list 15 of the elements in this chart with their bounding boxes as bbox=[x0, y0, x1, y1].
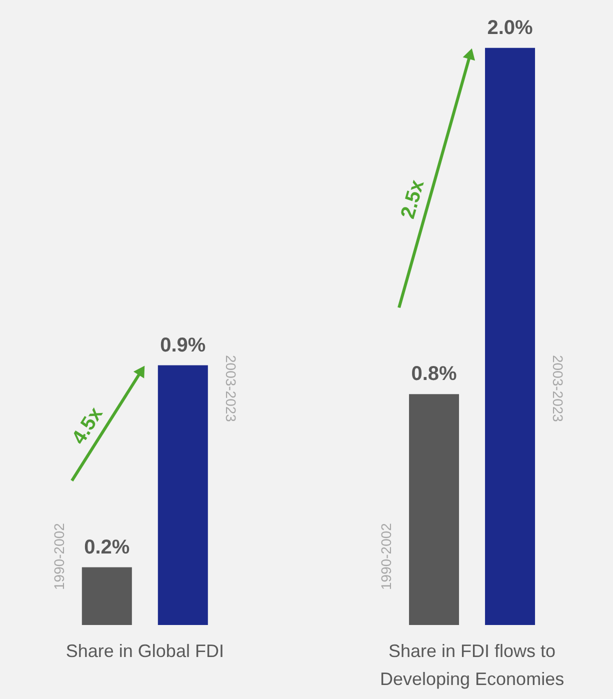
bar bbox=[82, 567, 132, 625]
x-tick-label: Share in FDI flows to Developing Economies bbox=[380, 641, 564, 689]
text: 1990-2002 bbox=[50, 522, 67, 590]
bar bbox=[485, 48, 536, 625]
bar bbox=[158, 365, 208, 625]
text: 1990-2002 bbox=[378, 523, 394, 590]
text: 2003-2023 bbox=[550, 355, 566, 422]
annotation: 2.5x bbox=[396, 178, 429, 222]
data-label: 0.8% bbox=[411, 363, 458, 386]
data-label: 0.9% bbox=[160, 334, 206, 356]
data-label: 0.2% bbox=[84, 536, 130, 558]
text: 2003-2023 bbox=[222, 355, 239, 422]
x-tick-label: Share in Global FDI bbox=[66, 641, 224, 661]
bar bbox=[409, 394, 460, 625]
data-label: 2.0% bbox=[487, 16, 534, 39]
